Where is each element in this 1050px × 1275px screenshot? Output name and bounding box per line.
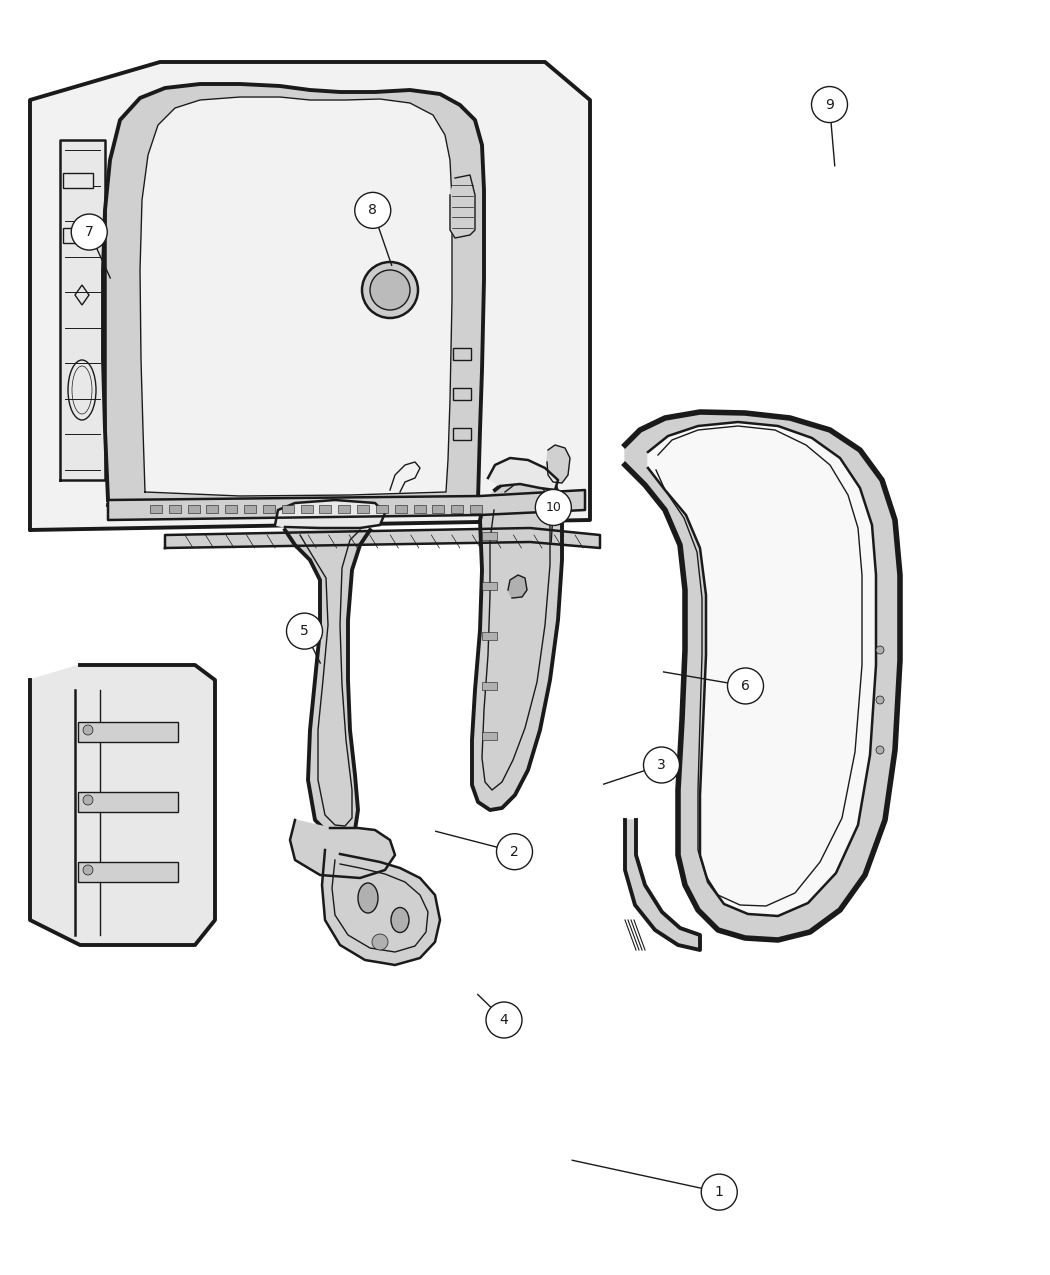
- Circle shape: [83, 796, 93, 805]
- Polygon shape: [625, 820, 700, 950]
- Polygon shape: [290, 820, 395, 878]
- Circle shape: [644, 747, 679, 783]
- Polygon shape: [285, 530, 370, 838]
- Text: 1: 1: [715, 1186, 723, 1198]
- Text: 5: 5: [300, 625, 309, 638]
- Bar: [453, 348, 471, 360]
- Bar: [188, 505, 200, 513]
- Text: 10: 10: [545, 501, 562, 514]
- Bar: [262, 505, 275, 513]
- Bar: [482, 581, 497, 590]
- Bar: [244, 505, 256, 513]
- Circle shape: [812, 87, 847, 122]
- Circle shape: [876, 646, 884, 654]
- Polygon shape: [60, 140, 105, 479]
- Bar: [482, 532, 497, 541]
- Circle shape: [362, 261, 418, 317]
- Polygon shape: [625, 412, 900, 940]
- Bar: [453, 388, 471, 400]
- Polygon shape: [275, 500, 385, 528]
- Bar: [414, 505, 425, 513]
- Polygon shape: [450, 175, 475, 238]
- Text: 7: 7: [85, 226, 93, 238]
- Bar: [482, 632, 497, 640]
- Bar: [357, 505, 369, 513]
- Text: 2: 2: [510, 845, 519, 858]
- Polygon shape: [165, 528, 600, 548]
- Bar: [433, 505, 444, 513]
- Circle shape: [71, 214, 107, 250]
- Polygon shape: [108, 490, 585, 520]
- Bar: [338, 505, 351, 513]
- Circle shape: [876, 746, 884, 754]
- Polygon shape: [140, 97, 452, 496]
- Text: 4: 4: [500, 1014, 508, 1026]
- Bar: [482, 682, 497, 690]
- Polygon shape: [508, 575, 527, 598]
- Bar: [281, 505, 294, 513]
- Circle shape: [355, 193, 391, 228]
- Bar: [300, 505, 313, 513]
- Circle shape: [728, 668, 763, 704]
- Text: 9: 9: [825, 98, 834, 111]
- Ellipse shape: [358, 884, 378, 913]
- Bar: [482, 732, 497, 739]
- Bar: [63, 228, 93, 244]
- Circle shape: [83, 864, 93, 875]
- Polygon shape: [30, 62, 590, 530]
- Bar: [453, 428, 471, 440]
- Polygon shape: [648, 422, 876, 915]
- Bar: [452, 505, 463, 513]
- Polygon shape: [322, 850, 440, 965]
- Circle shape: [876, 696, 884, 704]
- Circle shape: [497, 834, 532, 870]
- Bar: [319, 505, 332, 513]
- Circle shape: [370, 270, 410, 310]
- Bar: [207, 505, 218, 513]
- Circle shape: [536, 490, 571, 525]
- Text: 6: 6: [741, 680, 750, 692]
- Circle shape: [83, 725, 93, 734]
- Polygon shape: [488, 458, 558, 490]
- Ellipse shape: [391, 908, 410, 932]
- Circle shape: [287, 613, 322, 649]
- Polygon shape: [547, 445, 570, 483]
- Bar: [376, 505, 387, 513]
- Text: 8: 8: [369, 204, 377, 217]
- Polygon shape: [30, 666, 215, 945]
- Bar: [169, 505, 181, 513]
- Circle shape: [486, 1002, 522, 1038]
- Polygon shape: [103, 84, 484, 513]
- Bar: [63, 173, 93, 187]
- Bar: [78, 862, 178, 882]
- Bar: [150, 505, 162, 513]
- Bar: [470, 505, 482, 513]
- Bar: [78, 792, 178, 812]
- Bar: [395, 505, 406, 513]
- Polygon shape: [472, 472, 562, 810]
- Circle shape: [372, 935, 388, 950]
- Bar: [78, 722, 178, 742]
- Text: 3: 3: [657, 759, 666, 771]
- Circle shape: [701, 1174, 737, 1210]
- Bar: [226, 505, 237, 513]
